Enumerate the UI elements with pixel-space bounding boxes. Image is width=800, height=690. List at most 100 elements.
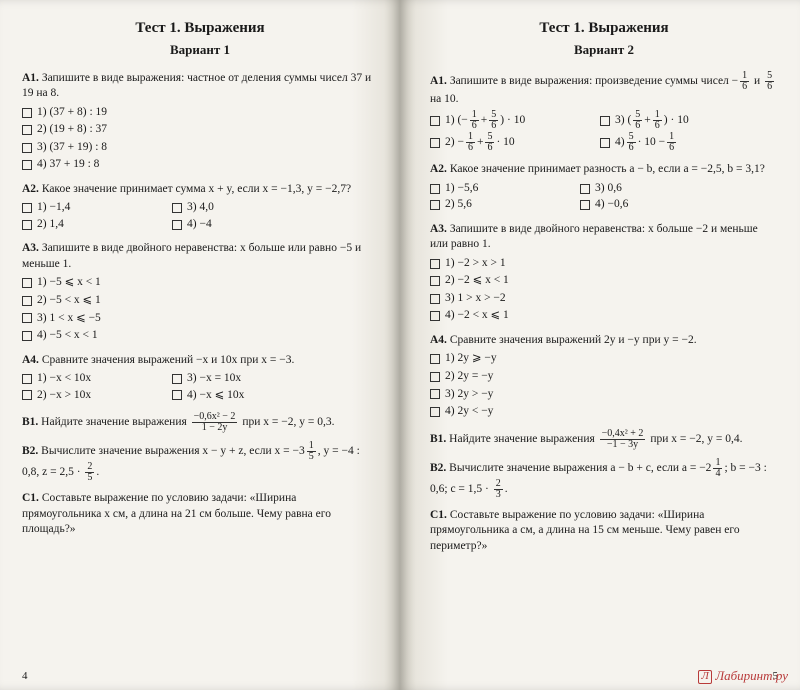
question-text: A2. Какое значение принимает разность a … [430,162,778,178]
fraction: 16 [740,71,749,92]
checkbox-icon[interactable] [22,108,32,118]
checkbox-icon[interactable] [22,331,32,341]
option: 4) −2 < x ⩽ 1 [430,308,778,324]
option: 1) (37 + 8) : 19 [22,105,378,121]
fraction: 15 [307,441,316,462]
option: 3) 2y > −y [430,387,778,403]
option: 3) −x = 10x [172,371,322,387]
question-text: A1. Запишите в виде выражения: частное о… [22,71,378,102]
question-text: B2. Вычислите значение выражения a − b +… [430,458,778,500]
question-text: B2. Вычислите значение выражения x − y +… [22,441,378,483]
question-text: B1. Найдите значение выражения −0,6x² − … [22,412,378,433]
checkbox-icon[interactable] [580,184,590,194]
page-number: 4 [22,669,28,684]
option: 3) 1 > x > −2 [430,291,778,307]
question-b1: B1. Найдите значение выражения −0,4x² + … [430,429,778,450]
watermark: Лабиринт.ру [698,668,788,684]
option: 1) −1,4 [22,200,172,216]
question-text: A3. Запишите в виде двойного неравенства… [22,241,378,272]
option: 2) 5,6 [430,197,580,213]
checkbox-icon[interactable] [172,374,182,384]
option: 3) (37 + 19) : 8 [22,140,378,156]
checkbox-icon[interactable] [430,116,440,126]
option: 2) −x > 10x [22,388,172,404]
checkbox-icon[interactable] [22,203,32,213]
checkbox-icon[interactable] [22,390,32,400]
fraction: 56 [765,71,774,92]
checkbox-icon[interactable] [22,220,32,230]
question-text: A1. Запишите в виде выражения: произведе… [430,71,778,108]
variant-label: Вариант 1 [22,41,378,59]
option: 1) −2 > x > 1 [430,256,778,272]
checkbox-icon[interactable] [22,313,32,323]
checkbox-icon[interactable] [22,125,32,135]
fraction: 23 [494,479,503,500]
checkbox-icon[interactable] [430,200,440,210]
option: 2) −5 < x ⩽ 1 [22,293,378,309]
fraction: −0,6x² − 21 − 2y [192,412,238,433]
option: 2) −16 + 56 · 10 [430,132,600,153]
checkbox-icon[interactable] [430,294,440,304]
checkbox-icon[interactable] [600,116,610,126]
checkbox-icon[interactable] [22,296,32,306]
question-a2: A2. Какое значение принимает сумма x + y… [22,182,378,234]
checkbox-icon[interactable] [22,143,32,153]
option: 4) 37 + 19 : 8 [22,157,378,173]
question-c1: C1. Составьте выражение по условию задач… [430,508,778,555]
checkbox-icon[interactable] [172,203,182,213]
option: 2) (19 + 8) : 37 [22,122,378,138]
option: 2) 1,4 [22,217,172,233]
question-a1: A1. Запишите в виде выражения: частное о… [22,71,378,174]
question-text: A4. Сравните значения выражений 2y и −y … [430,333,778,349]
checkbox-icon[interactable] [430,389,440,399]
checkbox-icon[interactable] [172,220,182,230]
option: 4) −x ⩽ 10x [172,388,322,404]
checkbox-icon[interactable] [22,278,32,288]
option: 2) 2y = −y [430,369,778,385]
option: 3) 1 < x ⩽ −5 [22,311,378,327]
checkbox-icon[interactable] [430,354,440,364]
option: 1) (−16 + 56) · 10 [430,110,600,131]
checkbox-icon[interactable] [430,372,440,382]
question-a4: A4. Сравните значения выражений 2y и −y … [430,333,778,421]
labirint-icon [698,670,712,684]
fraction: 25 [85,462,94,483]
page-left: Тест 1. Выражения Вариант 1 A1. Запишите… [0,0,400,690]
checkbox-icon[interactable] [430,407,440,417]
question-text: C1. Составьте выражение по условию задач… [430,508,778,555]
option: 4) 56 · 10 − 16 [600,132,750,153]
question-b2: B2. Вычислите значение выражения x − y +… [22,441,378,483]
question-a2: A2. Какое значение принимает разность a … [430,162,778,214]
option: 1) −x < 10x [22,371,172,387]
option: 4) −0,6 [580,197,730,213]
checkbox-icon[interactable] [580,200,590,210]
question-a1: A1. Запишите в виде выражения: произведе… [430,71,778,155]
option: 3) (56 + 16) · 10 [600,110,750,131]
question-b2: B2. Вычислите значение выражения a − b +… [430,458,778,500]
option: 1) 2y ⩾ −y [430,351,778,367]
checkbox-icon[interactable] [22,374,32,384]
checkbox-icon[interactable] [430,311,440,321]
question-text: A2. Какое значение принимает сумма x + y… [22,182,378,198]
option: 4) −5 < x < 1 [22,328,378,344]
checkbox-icon[interactable] [600,138,610,148]
option: 1) −5 ⩽ x < 1 [22,275,378,291]
page-right: Тест 1. Выражения Вариант 2 A1. Запишите… [400,0,800,690]
book-spread: Тест 1. Выражения Вариант 1 A1. Запишите… [0,0,800,690]
checkbox-icon[interactable] [172,390,182,400]
option: 4) 2y < −y [430,404,778,420]
question-text: A4. Сравните значения выражений −x и 10x… [22,353,378,369]
checkbox-icon[interactable] [430,259,440,269]
checkbox-icon[interactable] [430,184,440,194]
option: 2) −2 ⩽ x < 1 [430,273,778,289]
fraction: −0,4x² + 2−1 − 3y [600,429,646,450]
checkbox-icon[interactable] [430,138,440,148]
checkbox-icon[interactable] [22,160,32,170]
question-b1: B1. Найдите значение выражения −0,6x² − … [22,412,378,433]
question-text: A3. Запишите в виде двойного неравенства… [430,222,778,253]
page-title: Тест 1. Выражения [22,18,378,38]
option: 3) 4,0 [172,200,322,216]
checkbox-icon[interactable] [430,276,440,286]
fraction: 14 [713,458,722,479]
option: 1) −5,6 [430,181,580,197]
